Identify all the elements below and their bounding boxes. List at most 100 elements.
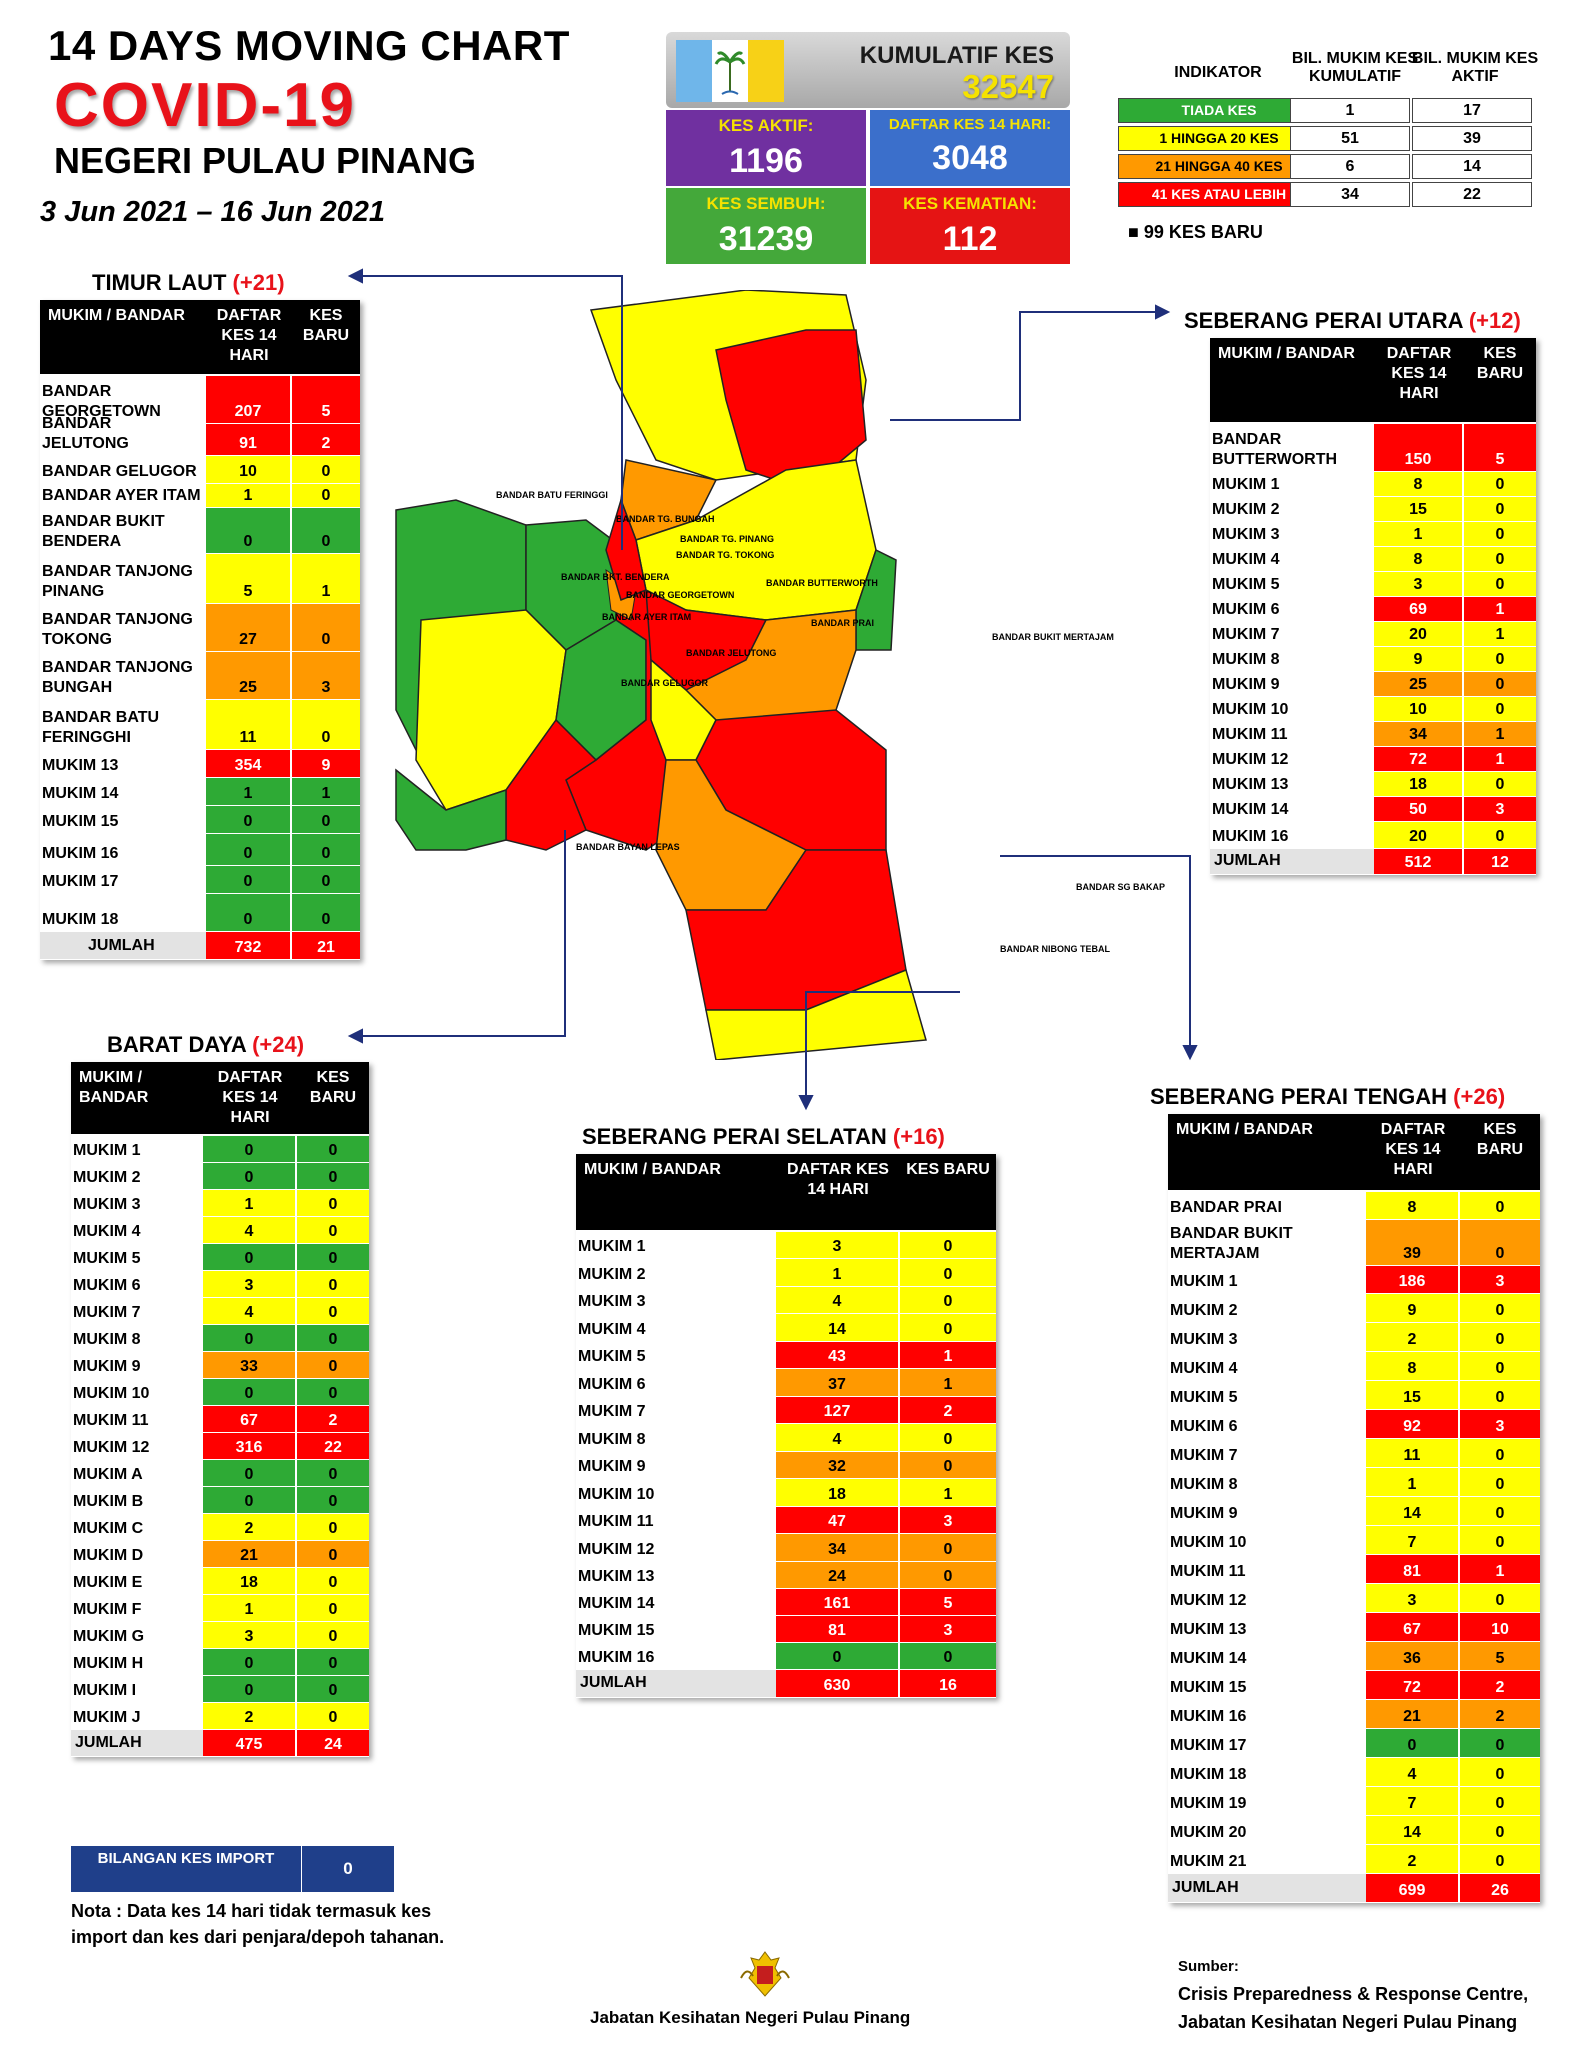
table-row: MUKIM 14 50 3 bbox=[1210, 797, 1536, 822]
cases-14-days-value: 0 bbox=[832, 1649, 842, 1666]
active-value: 1196 bbox=[729, 142, 803, 180]
table-title: SEBERANG PERAI UTARA (+12) bbox=[1184, 308, 1521, 334]
header-cell: KES BARU bbox=[1476, 345, 1524, 382]
new-cases-value: 0 bbox=[328, 1655, 338, 1672]
table-row: MUKIM I 0 0 bbox=[71, 1676, 369, 1703]
cases-14-days-cell: 3 bbox=[203, 1622, 295, 1648]
new-cases-cell: 1 bbox=[900, 1369, 996, 1396]
active-label: KES AKTIF: bbox=[718, 116, 814, 135]
cases-14-days-cell: 1 bbox=[206, 484, 290, 507]
total-row: JUMLAH 630 16 bbox=[576, 1670, 996, 1698]
new-cases-cell: 0 bbox=[900, 1287, 996, 1313]
cases-14-days-value: 150 bbox=[1404, 451, 1432, 468]
table-row: MUKIM D 21 0 bbox=[71, 1541, 369, 1568]
indicator-label: TIADA KES bbox=[1118, 98, 1320, 123]
table-row: MUKIM C 2 0 bbox=[71, 1514, 369, 1541]
area-name: MUKIM 17 bbox=[42, 873, 119, 890]
cases-14-days-value: 14 bbox=[1403, 1824, 1421, 1841]
table-row: MUKIM 12 3 0 bbox=[1168, 1584, 1540, 1613]
cases-14-days-cell: 1 bbox=[1366, 1468, 1458, 1496]
table-row: MUKIM 6 37 1 bbox=[576, 1369, 996, 1397]
cases-14-days-cell: 15 bbox=[1374, 497, 1462, 521]
cases-14-days-value: 2 bbox=[244, 1709, 254, 1726]
table-row: MUKIM 2 15 0 bbox=[1210, 497, 1536, 522]
new-cases-value: 3 bbox=[1495, 1418, 1505, 1435]
new-cases-cell: 0 bbox=[1464, 547, 1536, 571]
table-row: MUKIM 13 354 9 bbox=[40, 750, 360, 778]
cases-14-days-value: 0 bbox=[244, 1250, 254, 1267]
cases-14-days-cell: 0 bbox=[203, 1325, 295, 1351]
area-name: MUKIM 11 bbox=[1212, 726, 1288, 743]
table-row: BANDAR GELUGOR 10 0 bbox=[40, 456, 360, 484]
district-name: SEBERANG PERAI SELATAN bbox=[582, 1124, 887, 1149]
total-14-days-value: 732 bbox=[234, 939, 262, 956]
cases-14-days-cell: 0 bbox=[203, 1136, 295, 1162]
new-cases-value: 0 bbox=[328, 1277, 338, 1294]
table-row: BANDAR JELUTONG 91 2 bbox=[40, 415, 360, 456]
cases-14-days-value: 4 bbox=[244, 1223, 254, 1240]
cases-14-days-cell: 37 bbox=[776, 1369, 898, 1396]
new-cases-cell: 0 bbox=[900, 1259, 996, 1286]
new-cases-value: 3 bbox=[943, 1513, 953, 1530]
cases-14-days-cell: 0 bbox=[206, 806, 290, 833]
map-label-bukit-mertajam: BANDAR BUKIT MERTAJAM bbox=[992, 632, 1114, 642]
area-name: MUKIM 14 bbox=[1170, 1650, 1247, 1667]
area-name: MUKIM 8 bbox=[1212, 651, 1280, 668]
area-name: MUKIM 8 bbox=[1170, 1476, 1238, 1493]
cases-14-days-cell: 2 bbox=[203, 1514, 295, 1540]
area-name: MUKIM 12 bbox=[73, 1439, 150, 1456]
new-cases-value: 0 bbox=[1495, 1505, 1505, 1522]
table-row: MUKIM 3 1 0 bbox=[71, 1190, 369, 1217]
cases-14-days-cell: 4 bbox=[776, 1287, 898, 1313]
area-name: BANDAR TANJONG PINANG bbox=[42, 563, 193, 600]
cases-14-days-value: 32 bbox=[828, 1458, 846, 1475]
area-name: MUKIM 3 bbox=[73, 1196, 141, 1213]
cases-14-days-value: 1 bbox=[243, 785, 253, 802]
new-cases-value: 1 bbox=[1495, 726, 1505, 743]
table-title: SEBERANG PERAI TENGAH (+26) bbox=[1150, 1084, 1505, 1110]
new-cases-cell: 0 bbox=[297, 1379, 369, 1405]
new-cases-cell: 2 bbox=[1460, 1700, 1540, 1728]
area-name: MUKIM 5 bbox=[1170, 1389, 1238, 1406]
table-row: MUKIM 5 3 0 bbox=[1210, 572, 1536, 597]
area-name: MUKIM 4 bbox=[1170, 1360, 1238, 1377]
table-row: MUKIM 2 9 0 bbox=[1168, 1294, 1540, 1323]
cases-14-days-cell: 8 bbox=[1374, 472, 1462, 496]
cases-14-days-value: 4 bbox=[244, 1304, 254, 1321]
table-row: MUKIM 11 81 1 bbox=[1168, 1555, 1540, 1584]
cases-14-days-value: 0 bbox=[244, 1493, 254, 1510]
new-cases-cell: 0 bbox=[1460, 1192, 1540, 1219]
cases-14-days-cell: 0 bbox=[203, 1676, 295, 1702]
new-cases-cell: 0 bbox=[297, 1595, 369, 1621]
new-cases-value: 0 bbox=[943, 1568, 953, 1585]
new-cases-cell: 0 bbox=[1460, 1787, 1540, 1815]
area-name: MUKIM 3 bbox=[1212, 526, 1280, 543]
cases-14-days-value: 72 bbox=[1403, 1679, 1421, 1696]
cases-14-days-cell: 20 bbox=[1374, 822, 1462, 848]
new-cases-cell: 3 bbox=[1464, 797, 1536, 821]
table-row: MUKIM 4 4 0 bbox=[71, 1217, 369, 1244]
cumulative-value: 32547 bbox=[962, 68, 1054, 105]
cases-14-days-value: 8 bbox=[1407, 1360, 1417, 1377]
cases-14-days-cell: 14 bbox=[776, 1314, 898, 1341]
area-name: MUKIM 18 bbox=[1170, 1766, 1247, 1783]
cases-14-days-cell: 43 bbox=[776, 1342, 898, 1368]
table-row: MUKIM 9 33 0 bbox=[71, 1352, 369, 1379]
new-cases-cell: 0 bbox=[1460, 1220, 1540, 1265]
new-cases-cell: 1 bbox=[1464, 622, 1536, 646]
cases-14-days-value: 37 bbox=[828, 1376, 846, 1393]
new-cases-cell: 0 bbox=[900, 1232, 996, 1258]
area-name: MUKIM 9 bbox=[1212, 676, 1280, 693]
table-row: MUKIM 16 21 2 bbox=[1168, 1700, 1540, 1729]
new-cases-value: 2 bbox=[321, 435, 331, 452]
cases-14-days-value: 8 bbox=[1413, 476, 1423, 493]
cases-14-days-value: 0 bbox=[243, 533, 253, 550]
new-cases-cell: 0 bbox=[1464, 647, 1536, 671]
new-cases-value: 1 bbox=[943, 1376, 953, 1393]
new-cases-cell: 0 bbox=[1464, 697, 1536, 721]
state-title: NEGERI PULAU PINANG bbox=[54, 140, 477, 181]
table-row: BANDAR AYER ITAM 1 0 bbox=[40, 484, 360, 508]
total-row: JUMLAH 512 12 bbox=[1210, 849, 1536, 875]
new-cases-cell: 0 bbox=[297, 1460, 369, 1486]
cases-14-days-cell: 0 bbox=[203, 1460, 295, 1486]
